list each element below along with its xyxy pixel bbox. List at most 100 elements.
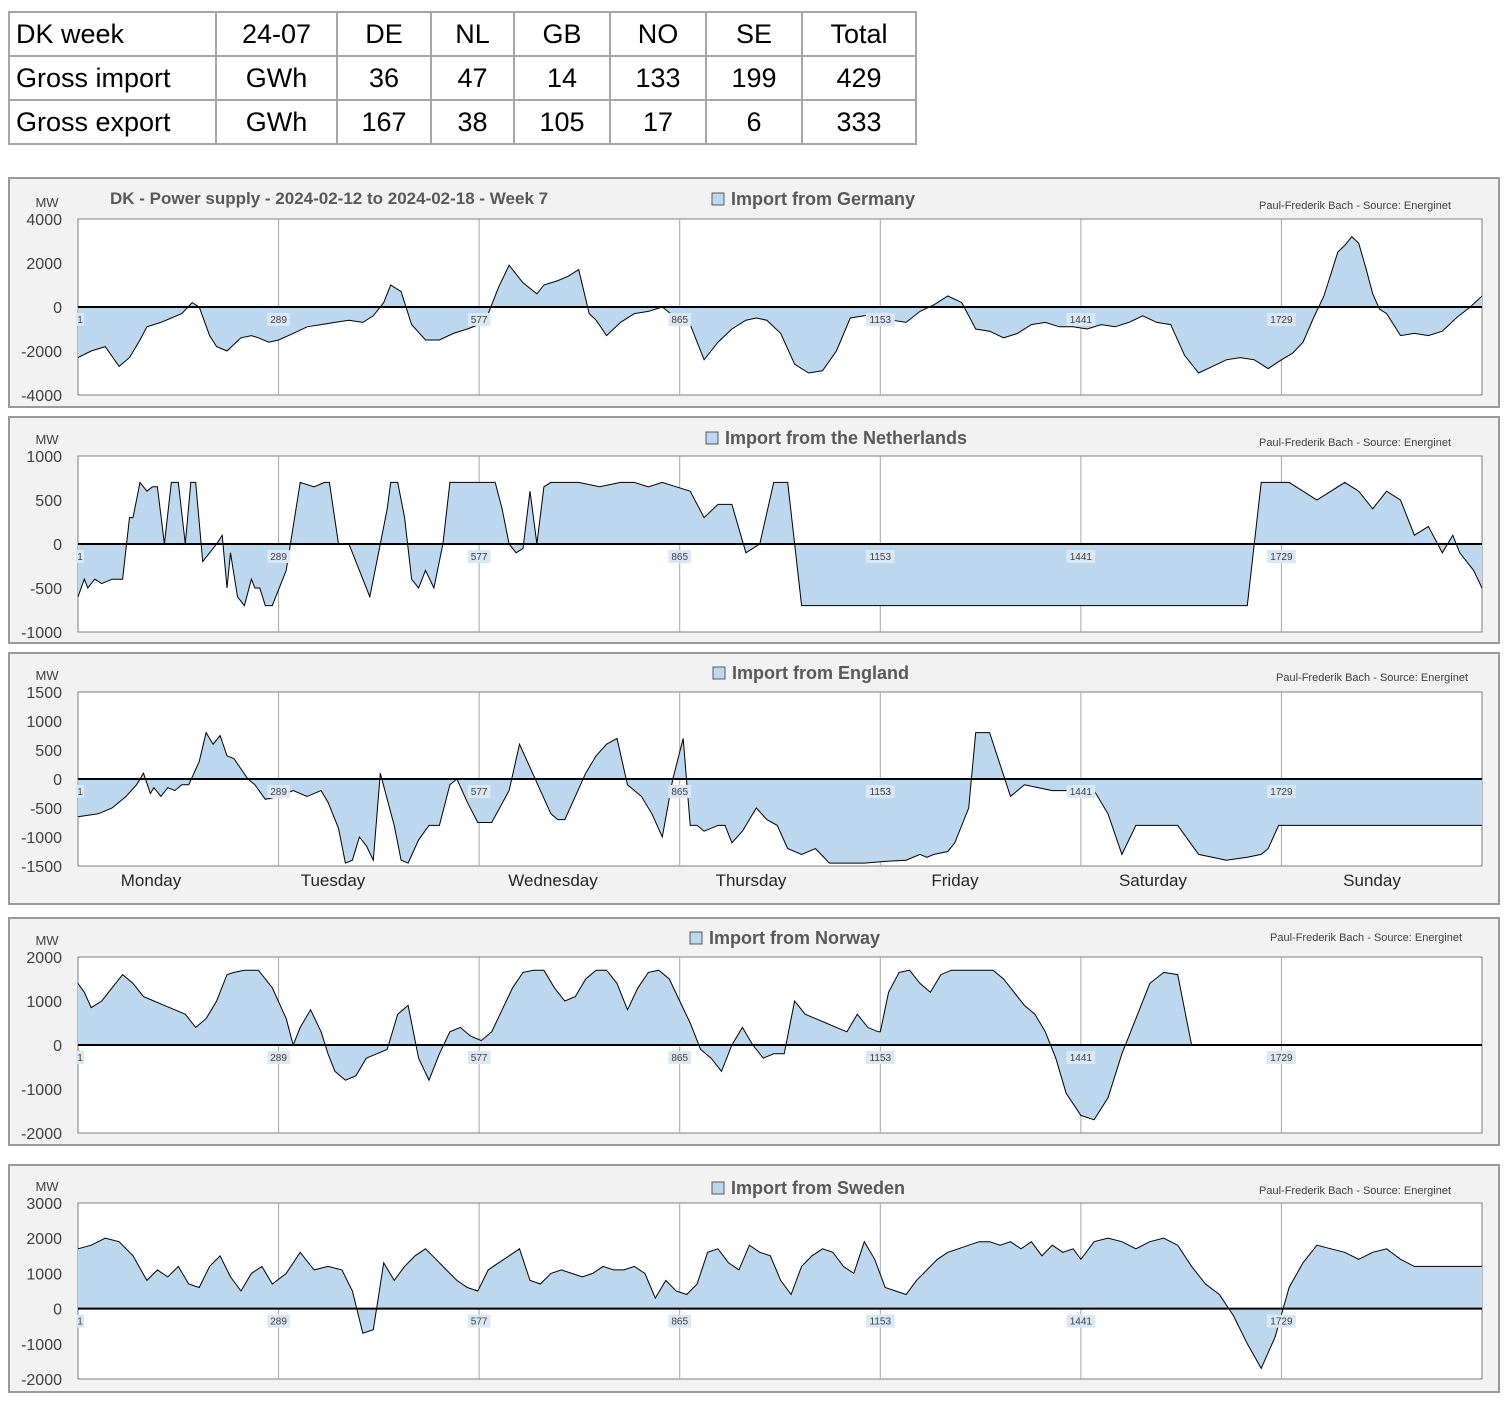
- table-cell: 14: [513, 55, 611, 101]
- y-tick-label: -1000: [21, 830, 62, 847]
- x-tick-bg: [267, 785, 290, 798]
- credit-text: Paul-Frederik Bach - Source: Energinet: [1259, 1185, 1451, 1197]
- y-tick-label: 0: [53, 1302, 62, 1319]
- x-tick-bg: [668, 313, 692, 326]
- day-label: Saturday: [1119, 871, 1188, 890]
- x-tick-label: 1441: [1070, 552, 1093, 563]
- legend-swatch: [705, 431, 719, 445]
- x-tick-bg: [1066, 550, 1096, 563]
- y-tick-label: -1000: [21, 1082, 62, 1099]
- x-tick-bg: [267, 313, 290, 326]
- x-tick-label: 1729: [1270, 315, 1293, 326]
- table-cell: Gross import: [8, 55, 217, 101]
- day-label: Thursday: [716, 871, 787, 890]
- chart-panel-germany: 4000 2000 0 -2000 -4000 MW 1 289 577 865 1153 1441 1…: [8, 177, 1500, 408]
- x-tick-label: 577: [471, 1317, 488, 1328]
- day-label: Wednesday: [508, 871, 598, 890]
- y-tick-label: 500: [35, 743, 62, 760]
- y-tick-label: 1000: [26, 994, 62, 1011]
- x-tick-label: 1729: [1270, 787, 1293, 798]
- table-cell: Total: [801, 11, 917, 57]
- x-tick-bg: [267, 1314, 290, 1328]
- x-tick-label: 1441: [1070, 787, 1093, 798]
- y-tick-label: -2000: [21, 344, 62, 361]
- table-cell: 105: [513, 99, 611, 145]
- x-tick-bg: [267, 550, 290, 563]
- chart-svg: 3000 2000 1000 0 -1000 -2000 MW 1 289 577 865 1153 1…: [21, 1178, 1483, 1389]
- x-tick-bg: [76, 785, 84, 798]
- credit-text: Paul-Frederik Bach - Source: Energinet: [1270, 932, 1462, 944]
- chart-title: DK - Power supply - 2024-02-12 to 2024-0…: [110, 189, 548, 208]
- x-tick-bg: [865, 1314, 895, 1328]
- table-cell: GWh: [215, 99, 338, 145]
- y-axis-label: MW: [35, 933, 59, 948]
- x-tick-label: 1729: [1270, 552, 1293, 563]
- x-tick-bg: [668, 1051, 692, 1064]
- x-tick-bg: [1267, 1051, 1296, 1064]
- table-cell: DK week: [8, 11, 217, 57]
- table-row: Gross import GWh 36 47 14 133 199 429: [8, 55, 917, 101]
- x-tick-label: 1441: [1070, 315, 1093, 326]
- x-tick-label: 865: [671, 315, 688, 326]
- x-tick-bg: [668, 785, 692, 798]
- table-cell: NO: [609, 11, 707, 57]
- table-row: Gross export GWh 167 38 105 17 6 333: [8, 99, 917, 145]
- chart-panel-netherlands: 1000 500 0 -500 -1000 MW 1 289 577 865 1153 1441 172…: [8, 416, 1500, 644]
- x-tick-label: 1153: [870, 1053, 892, 1064]
- y-tick-label: -500: [30, 581, 62, 598]
- legend-label: Import from Germany: [731, 189, 915, 209]
- y-tick-label: 1000: [26, 1266, 62, 1283]
- y-tick-label: -4000: [21, 388, 62, 405]
- x-tick-label: 865: [671, 552, 688, 563]
- chart-panel-england: 1500 1000 500 0 -500 -1000 -1500 MW 1 289 577 865 11…: [8, 652, 1500, 905]
- x-tick-label: 1153: [870, 315, 892, 326]
- x-tick-bg: [1267, 313, 1296, 326]
- x-tick-label: 577: [471, 552, 488, 563]
- x-tick-label: 1153: [870, 787, 892, 798]
- credit-text: Paul-Frederik Bach - Source: Energinet: [1259, 437, 1451, 449]
- x-tick-bg: [668, 1314, 692, 1328]
- series-area: [78, 236, 1482, 373]
- y-tick-label: 0: [53, 300, 62, 317]
- x-tick-label: 1: [77, 1053, 83, 1064]
- x-tick-bg: [467, 550, 491, 563]
- x-tick-bg: [467, 313, 491, 326]
- series-line: [77, 1237, 1482, 1370]
- y-tick-label: -500: [30, 801, 62, 818]
- credit-text: Paul-Frederik Bach - Source: Energinet: [1276, 672, 1468, 684]
- y-tick-label: 3000: [26, 1196, 62, 1213]
- y-tick-label: 1500: [26, 685, 62, 702]
- credit-text: Paul-Frederik Bach - Source: Energinet: [1259, 200, 1451, 212]
- y-tick-label: 0: [53, 772, 62, 789]
- x-tick-bg: [76, 1051, 84, 1064]
- summary-table: DK week 24-07 DE NL GB NO SE Total Gross…: [8, 11, 917, 145]
- legend-swatch: [711, 192, 725, 206]
- x-tick-bg: [1066, 1314, 1096, 1328]
- table-cell: 199: [705, 55, 803, 101]
- legend-swatch: [689, 931, 703, 945]
- x-tick-label: 1441: [1070, 1317, 1093, 1328]
- table-cell: NL: [430, 11, 515, 57]
- y-tick-label: 2000: [26, 950, 62, 967]
- x-tick-bg: [467, 785, 491, 798]
- y-tick-label: 1000: [26, 449, 62, 466]
- x-tick-bg: [668, 550, 692, 563]
- chart-svg: 1000 500 0 -500 -1000 MW 1 289 577 865 1153 1441 172…: [21, 428, 1483, 642]
- x-tick-label: 577: [471, 315, 488, 326]
- day-label: Sunday: [1343, 871, 1401, 890]
- table-cell: 133: [609, 55, 707, 101]
- table-cell: Gross export: [8, 99, 217, 145]
- x-tick-label: 1729: [1270, 1317, 1293, 1328]
- y-axis-label: MW: [35, 432, 59, 447]
- legend-label: Import from the Netherlands: [725, 428, 967, 448]
- series-line: [77, 235, 1483, 374]
- chart-svg: 4000 2000 0 -2000 -4000 MW 1 289 577 865 1153 1441 1…: [21, 189, 1483, 405]
- x-tick-bg: [267, 1051, 290, 1064]
- table-cell: 6: [705, 99, 803, 145]
- y-tick-label: 4000: [26, 212, 62, 229]
- x-tick-label: 1153: [870, 552, 892, 563]
- x-tick-bg: [1267, 785, 1296, 798]
- x-tick-bg: [1267, 550, 1296, 563]
- x-tick-label: 1: [77, 552, 83, 563]
- day-label: Tuesday: [301, 871, 366, 890]
